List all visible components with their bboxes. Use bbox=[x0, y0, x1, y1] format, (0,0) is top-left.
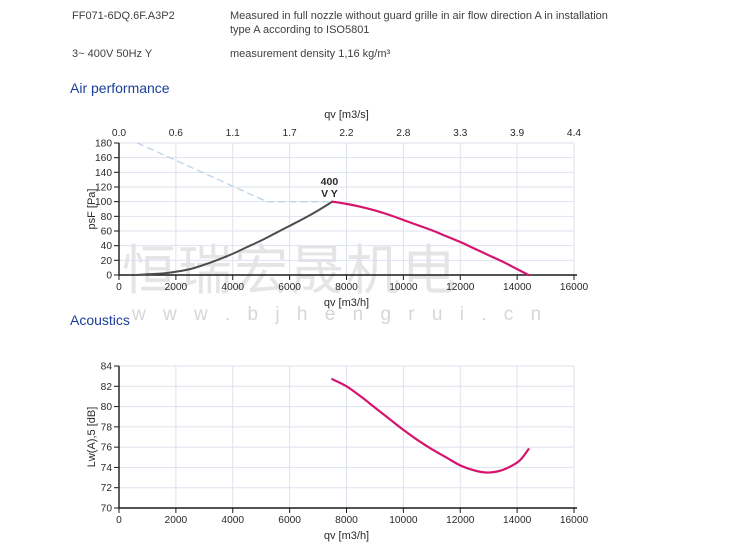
y-tick-label: 74 bbox=[101, 463, 113, 474]
top-tick-label: 1.7 bbox=[283, 128, 297, 139]
x-tick-label: 8000 bbox=[335, 515, 358, 526]
measurement-description-line2: type A according to ISO5801 bbox=[230, 24, 370, 36]
x-tick-label: 0 bbox=[116, 515, 122, 526]
y-tick-label: 76 bbox=[101, 443, 113, 454]
x-tick-label: 0 bbox=[116, 282, 122, 293]
y-tick-label: 100 bbox=[95, 197, 112, 208]
x-tick-label: 16000 bbox=[560, 282, 589, 293]
measurement-density: measurement density 1,16 kg/m³ bbox=[230, 48, 391, 60]
top-tick-label: 2.2 bbox=[339, 128, 353, 139]
x-tick-label: 16000 bbox=[560, 515, 589, 526]
measurement-description-line1: Measured in full nozzle without guard gr… bbox=[230, 10, 608, 22]
y-axis-title: Lw(A),5 [dB] bbox=[86, 407, 98, 468]
x-tick-label: 10000 bbox=[389, 515, 418, 526]
y-tick-label: 80 bbox=[101, 402, 113, 413]
y-tick-label: 78 bbox=[101, 422, 113, 433]
x-tick-label: 12000 bbox=[446, 515, 475, 526]
y-tick-label: 80 bbox=[101, 212, 113, 223]
x-tick-label: 14000 bbox=[503, 515, 532, 526]
sound-power-curve bbox=[331, 378, 530, 474]
y-tick-label: 84 bbox=[101, 362, 113, 373]
model-number: FF071-6DQ.6F.A3P2 bbox=[72, 10, 175, 22]
x-tick-label: 4000 bbox=[221, 282, 244, 293]
acoustics-chart-container: 0 2000 4000 6000 8000 10000 12000 14000 16000 70 7… bbox=[55, 350, 625, 551]
y-tick-label: 72 bbox=[101, 483, 113, 494]
x-tick-label: 2000 bbox=[165, 282, 188, 293]
y-tick-label: 70 bbox=[101, 504, 113, 515]
x-tick-label: 8000 bbox=[335, 282, 358, 293]
x-tick-label: 12000 bbox=[446, 282, 475, 293]
top-tick-label: 0.0 bbox=[112, 128, 126, 139]
voltage-frequency: 3~ 400V 50Hz Y bbox=[72, 48, 153, 60]
fan-curve-400V bbox=[331, 200, 530, 277]
acoustics-chart: 0 2000 4000 6000 8000 10000 12000 14000 16000 70 7… bbox=[86, 362, 589, 543]
x-tick-label: 4000 bbox=[221, 515, 244, 526]
system-resistance-curve bbox=[135, 200, 334, 276]
y-axis-title: psF [Pa] bbox=[86, 189, 98, 230]
y-tick-label: 60 bbox=[101, 227, 113, 238]
y-tick-label: 40 bbox=[101, 241, 113, 252]
x-tick-label: 6000 bbox=[278, 282, 301, 293]
operating-limit-line bbox=[136, 142, 333, 203]
top-tick-label: 2.8 bbox=[396, 128, 410, 139]
top-tick-label: 0.6 bbox=[169, 128, 183, 139]
curve-annotation: V Y bbox=[321, 188, 338, 200]
top-tick-label: 3.9 bbox=[510, 128, 524, 139]
top-tick-label: 1.1 bbox=[226, 128, 240, 139]
acoustics-heading: Acoustics bbox=[70, 312, 130, 328]
x-tick-label: 6000 bbox=[278, 515, 301, 526]
measurement-description: Measured in full nozzle without guard gr… bbox=[230, 9, 690, 37]
air-performance-chart-container: 0 2000 4000 6000 8000 10000 12000 14000 16000 0 20… bbox=[55, 100, 625, 317]
x-tick-label: 10000 bbox=[389, 282, 418, 293]
watermark-url: w w w . b j h e n g r u i . c n bbox=[132, 304, 548, 325]
y-tick-label: 140 bbox=[95, 168, 112, 179]
top-tick-label: 4.4 bbox=[567, 128, 581, 139]
curve-annotation: 400 bbox=[321, 176, 339, 188]
x-axis-title: qv [m3/h] bbox=[324, 297, 369, 309]
top-tick-label: 3.3 bbox=[453, 128, 467, 139]
air-performance-chart: 0 2000 4000 6000 8000 10000 12000 14000 16000 0 20… bbox=[86, 109, 589, 309]
x-axis-title: qv [m3/h] bbox=[324, 530, 369, 542]
y-tick-label: 120 bbox=[95, 183, 112, 194]
y-tick-label: 82 bbox=[101, 382, 113, 393]
y-tick-label: 180 bbox=[95, 139, 112, 150]
y-tick-label: 0 bbox=[106, 271, 112, 282]
air-performance-heading: Air performance bbox=[70, 80, 170, 96]
x-tick-label: 14000 bbox=[503, 282, 532, 293]
x-tick-label: 2000 bbox=[165, 515, 188, 526]
top-axis-title: qv [m3/s] bbox=[324, 109, 369, 121]
y-tick-label: 160 bbox=[95, 153, 112, 164]
y-tick-label: 20 bbox=[101, 256, 113, 267]
